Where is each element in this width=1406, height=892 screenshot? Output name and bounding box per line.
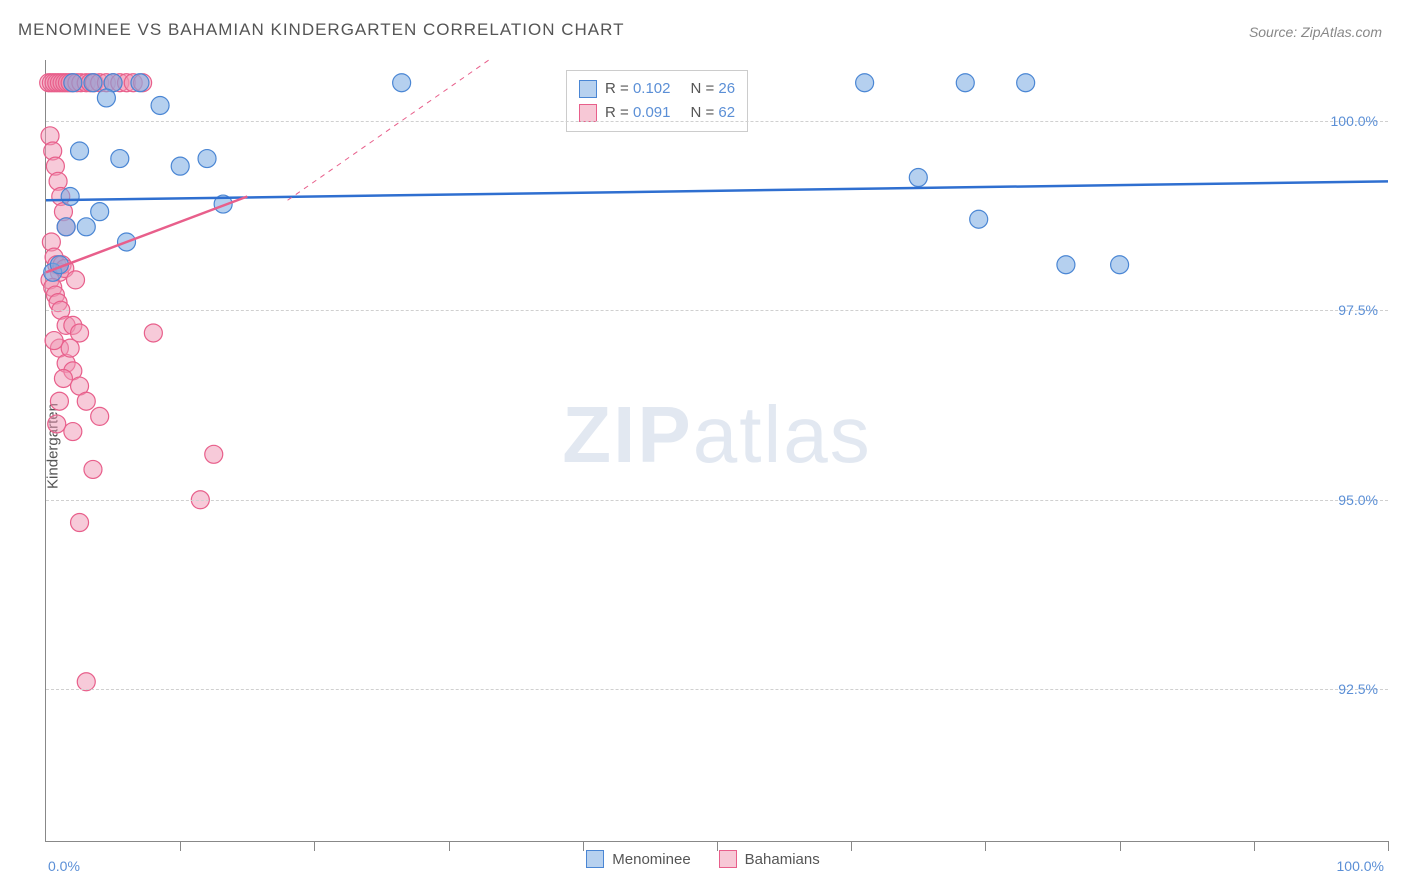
menominee-point (71, 142, 89, 160)
menominee-point (909, 169, 927, 187)
bahamians-point (71, 514, 89, 532)
bahamians-point (50, 392, 68, 410)
bahamians-point (91, 407, 109, 425)
menominee-point (111, 150, 129, 168)
gridline (46, 310, 1388, 311)
menominee-point (393, 74, 411, 92)
menominee-point (171, 157, 189, 175)
menominee-point (77, 218, 95, 236)
legend-swatch (579, 104, 597, 122)
plot-svg (46, 60, 1388, 841)
menominee-point (64, 74, 82, 92)
menominee-point (1017, 74, 1035, 92)
bahamians-point (54, 369, 72, 387)
menominee-point (61, 187, 79, 205)
legend-swatch (579, 80, 597, 98)
bahamians-point (84, 460, 102, 478)
gridline (46, 500, 1388, 501)
bahamians-point (77, 673, 95, 691)
menominee-point (1057, 256, 1075, 274)
y-tick-label: 92.5% (1338, 681, 1378, 697)
menominee-trendline (288, 60, 489, 200)
gridline (46, 121, 1388, 122)
bahamians-point (67, 271, 85, 289)
menominee-point (198, 150, 216, 168)
menominee-point (970, 210, 988, 228)
y-tick-label: 97.5% (1338, 302, 1378, 318)
legend-label: Bahamians (745, 851, 820, 868)
menominee-point (856, 74, 874, 92)
bahamians-point (61, 339, 79, 357)
menominee-point (57, 218, 75, 236)
bahamians-point (144, 324, 162, 342)
bahamians-point (64, 423, 82, 441)
menominee-point (97, 89, 115, 107)
plot-area: ZIPatlas R = 0.102N = 26R = 0.091N = 62 … (45, 60, 1388, 842)
y-tick-label: 100.0% (1331, 113, 1378, 129)
gridline (46, 689, 1388, 690)
legend-item: Menominee (586, 850, 690, 868)
legend-stats: R = 0.102N = 26R = 0.091N = 62 (566, 70, 748, 132)
bahamians-point (77, 392, 95, 410)
menominee-point (91, 203, 109, 221)
bahamians-point (48, 415, 66, 433)
menominee-point (151, 96, 169, 114)
y-tick-label: 95.0% (1338, 492, 1378, 508)
bahamians-point (205, 445, 223, 463)
legend-series: Menominee Bahamians (0, 850, 1406, 872)
chart-title: MENOMINEE VS BAHAMIAN KINDERGARTEN CORRE… (18, 20, 624, 40)
menominee-point (131, 74, 149, 92)
menominee-point (1111, 256, 1129, 274)
bahamians-point (45, 332, 63, 350)
legend-item: Bahamians (719, 850, 820, 868)
legend-swatch (719, 850, 737, 868)
menominee-point (84, 74, 102, 92)
bahamians-trendline (46, 196, 247, 272)
source-label: Source: ZipAtlas.com (1249, 24, 1382, 40)
legend-label: Menominee (612, 851, 690, 868)
n-label: N = 26 (690, 77, 735, 101)
legend-swatch (586, 850, 604, 868)
legend-stats-row: R = 0.102 N = 26 (579, 77, 735, 101)
r-label: R = 0.102 (605, 77, 670, 101)
menominee-point (956, 74, 974, 92)
